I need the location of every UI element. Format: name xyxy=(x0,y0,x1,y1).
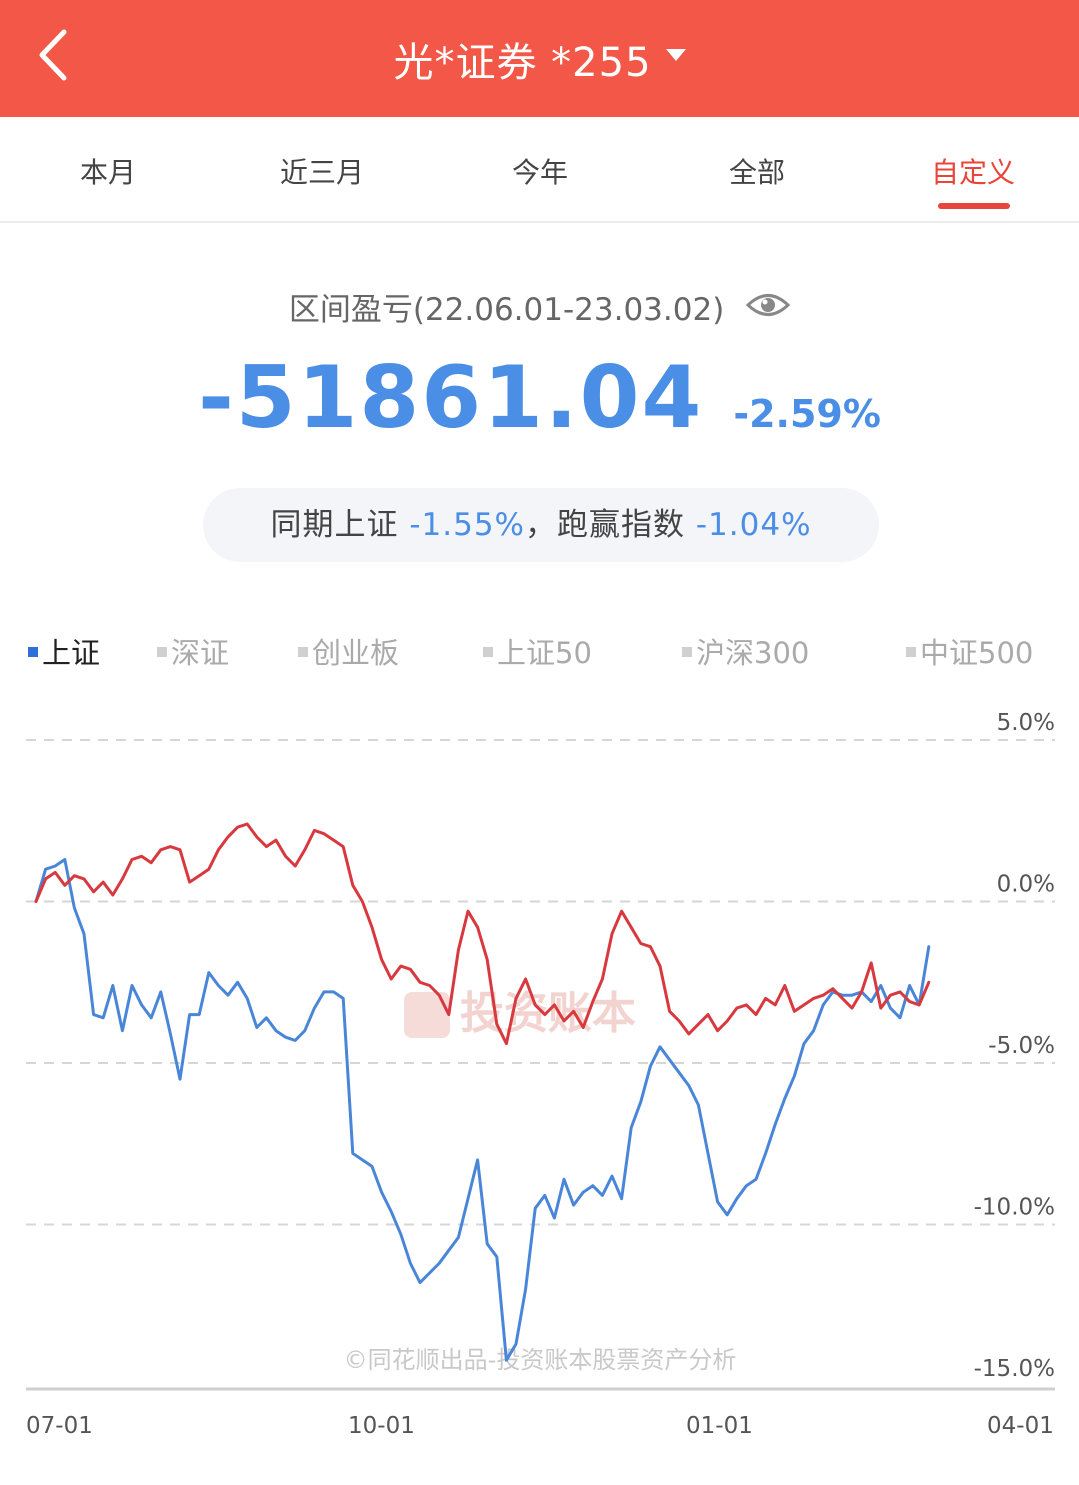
tab-this-month[interactable]: 本月 xyxy=(80,156,137,189)
legend-szse[interactable]: 深证 xyxy=(157,630,229,672)
legend-label: 上证50 xyxy=(497,636,592,670)
y-tick-label: -5.0% xyxy=(988,1033,1055,1059)
pnl-row: -51861.04 -2.59% xyxy=(0,348,1079,448)
tab-three-months[interactable]: 近三月 xyxy=(280,156,365,189)
pnl-percent: -2.59% xyxy=(733,392,881,436)
account-title: 光*证券 *255 xyxy=(393,39,652,86)
series-line-index xyxy=(34,858,931,1362)
x-tick-label: 10-01 xyxy=(348,1413,415,1439)
index-comparison: 同期上证 -1.55%，跑赢指数 -1.04% xyxy=(203,488,879,562)
period-row: 区间盈亏(22.06.01-23.03.02) xyxy=(0,284,1079,331)
y-tick-label: -15.0% xyxy=(974,1356,1055,1382)
x-tick-label: 07-01 xyxy=(26,1413,93,1439)
chevron-left-icon xyxy=(39,29,67,81)
series-line-account xyxy=(34,822,931,1046)
tab-custom[interactable]: 自定义 xyxy=(931,156,1016,189)
pnl-amount: -51861.04 xyxy=(198,348,704,448)
tab-this-year[interactable]: 今年 xyxy=(512,156,569,189)
index-return: -1.55% xyxy=(409,507,525,543)
legend-label: 深证 xyxy=(171,636,230,670)
legend-swatch xyxy=(483,647,493,657)
top-bar: 光*证券 *255 xyxy=(0,0,1079,117)
legend-swatch xyxy=(682,647,692,657)
legend-sse50[interactable]: 上证50 xyxy=(483,630,592,672)
y-tick-label: 0.0% xyxy=(997,872,1055,898)
legend-swatch xyxy=(906,647,916,657)
legend-label: 上证 xyxy=(42,636,101,670)
legend-swatch xyxy=(298,647,308,657)
legend-label: 中证500 xyxy=(920,636,1034,670)
legend-swatch xyxy=(157,647,167,657)
legend-label: 沪深300 xyxy=(696,636,810,670)
legend-swatch xyxy=(28,647,38,657)
return-chart[interactable]: 5.0% 0.0% -5.0% -10.0% -15.0% 07-01 10-01 01-01… xyxy=(0,690,1079,1450)
legend-csi500[interactable]: 中证500 xyxy=(906,630,1033,672)
watermark-brand: 投资账本 xyxy=(460,988,636,1039)
compare-prefix: 同期上证 xyxy=(270,507,410,543)
caret-down-icon xyxy=(665,48,686,61)
period-label: 区间盈亏(22.06.01-23.03.02) xyxy=(288,292,725,328)
tab-all[interactable]: 全部 xyxy=(729,156,786,189)
compare-mid: ，跑赢指数 xyxy=(525,507,696,543)
excess-return: -1.04% xyxy=(695,507,812,543)
x-tick-label: 04-01 xyxy=(987,1413,1054,1439)
x-tick-label: 01-01 xyxy=(686,1413,753,1439)
legend-chinext[interactable]: 创业板 xyxy=(298,630,399,672)
legend-label: 创业板 xyxy=(312,636,400,670)
legend-csi300[interactable]: 沪深300 xyxy=(682,630,809,672)
y-tick-label: 5.0% xyxy=(997,710,1055,736)
legend-sse[interactable]: 上证 xyxy=(28,630,100,672)
account-selector[interactable]: 光*证券 *255 xyxy=(0,0,1079,117)
eye-icon[interactable] xyxy=(745,290,791,328)
active-tab-indicator xyxy=(938,203,1010,209)
back-button[interactable] xyxy=(30,28,80,86)
period-tabs: 本月 近三月 今年 全部 自定义 xyxy=(0,117,1079,223)
watermark-logo-icon xyxy=(404,992,450,1038)
watermark-credit: ©同花顺出品-投资账本股票资产分析 xyxy=(344,1346,737,1374)
y-tick-label: -10.0% xyxy=(974,1195,1055,1221)
